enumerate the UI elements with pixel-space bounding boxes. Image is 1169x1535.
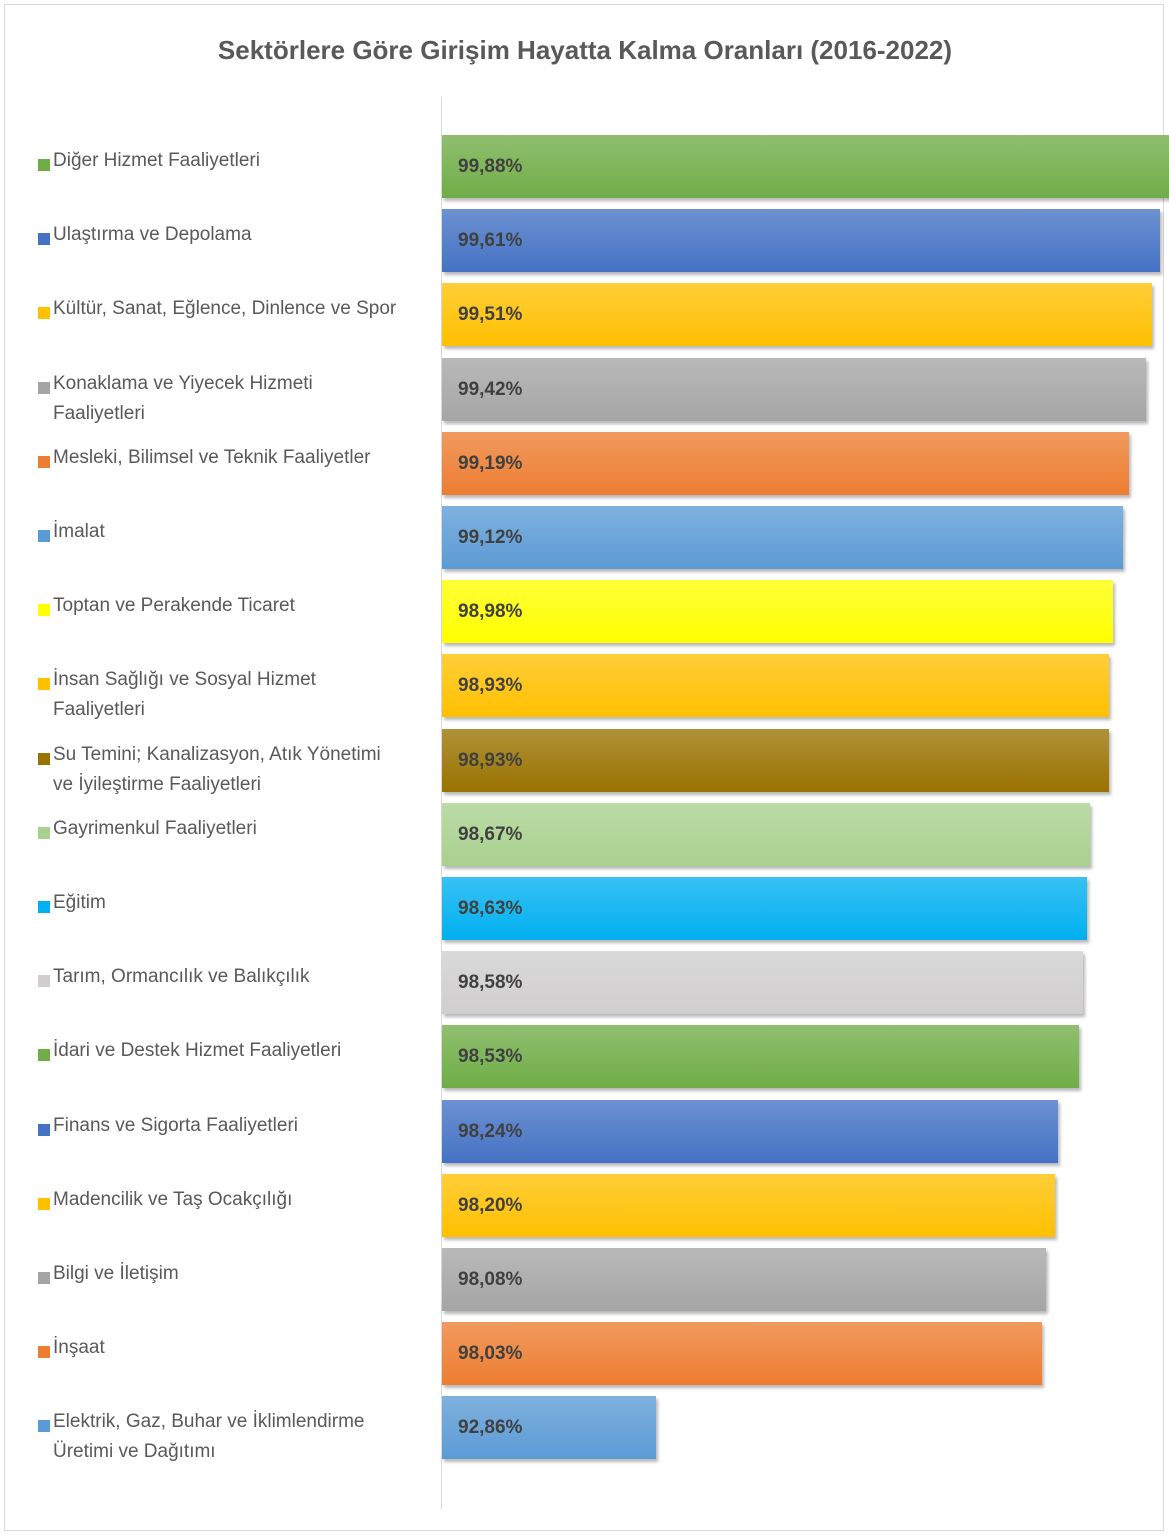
bar-row: Ulaştırma ve Depolama 99,61% bbox=[5, 206, 1165, 280]
data-label: 98,53% bbox=[458, 1046, 523, 1068]
category-label: Konaklama ve Yiyecek Hizmeti Faaliyetler… bbox=[53, 372, 313, 424]
data-label: 98,03% bbox=[458, 1343, 523, 1365]
category-label: Diğer Hizmet Faaliyetleri bbox=[53, 150, 260, 171]
category-label: Finans ve Sigorta Faaliyetleri bbox=[53, 1114, 298, 1136]
category-label: Bilgi ve İletişim bbox=[53, 1263, 179, 1284]
data-label: 98,20% bbox=[458, 1194, 523, 1216]
legend-swatch bbox=[38, 752, 50, 765]
legend-swatch bbox=[38, 826, 50, 839]
legend-swatch bbox=[38, 530, 50, 542]
bar: 98,67% bbox=[442, 802, 1090, 866]
bar-row: Eğitim 98,63% bbox=[5, 874, 1165, 948]
category-label: Kültür, Sanat, Eğlence, Dinlence ve Spor bbox=[53, 298, 397, 320]
data-label: 98,58% bbox=[458, 972, 523, 994]
bar: 98,20% bbox=[442, 1173, 1055, 1237]
legend-swatch bbox=[38, 1197, 50, 1210]
bar: 99,51% bbox=[442, 283, 1153, 347]
legend-swatch bbox=[38, 604, 50, 617]
bar: 98,08% bbox=[442, 1248, 1046, 1311]
bar: 98,93% bbox=[442, 728, 1110, 792]
bar-row: İnşaat 98,03% bbox=[5, 1319, 1165, 1393]
bar: 99,12% bbox=[442, 506, 1124, 569]
bar-row: Toptan ve Perakende Ticaret 98,98% bbox=[5, 577, 1165, 651]
bar: 99,61% bbox=[442, 209, 1160, 273]
legend-swatch bbox=[38, 159, 50, 171]
bar: 98,53% bbox=[442, 1025, 1080, 1089]
bar: 98,63% bbox=[442, 877, 1087, 940]
bar: 98,98% bbox=[442, 580, 1113, 644]
bar-row: Bilgi ve İletişim 98,08% bbox=[5, 1245, 1165, 1319]
bar: 92,86% bbox=[442, 1396, 656, 1460]
legend-swatch bbox=[38, 307, 50, 320]
bar: 99,88% bbox=[442, 135, 1169, 198]
bar-rows: Diğer Hizmet Faaliyetleri 99,88% Ulaştırma… bbox=[5, 5, 1169, 1532]
bar: 98,58% bbox=[442, 951, 1083, 1015]
legend-swatch bbox=[38, 975, 50, 988]
bar: 99,19% bbox=[442, 431, 1129, 495]
category-label: Ulaştırma ve Depolama bbox=[53, 224, 252, 246]
legend-swatch bbox=[38, 381, 50, 394]
category-label: Toptan ve Perakende Ticaret bbox=[53, 595, 295, 617]
legend-swatch bbox=[38, 1346, 50, 1359]
legend-swatch bbox=[38, 1272, 50, 1284]
data-label: 99,51% bbox=[458, 304, 523, 326]
legend-swatch bbox=[38, 1123, 50, 1136]
category-label: Gayrimenkul Faaliyetleri bbox=[53, 817, 257, 839]
data-label: 92,86% bbox=[458, 1417, 523, 1439]
data-label: 98,93% bbox=[458, 675, 523, 697]
legend-swatch bbox=[38, 233, 50, 246]
data-label: 99,61% bbox=[458, 230, 523, 252]
category-axis-line bbox=[441, 97, 442, 1509]
bar: 98,93% bbox=[442, 654, 1110, 718]
category-label: İnsan Sağlığı ve Sosyal Hizmet Faaliyetl… bbox=[53, 669, 316, 721]
bar-row: İmalat 99,12% bbox=[5, 503, 1165, 577]
bar-row: Diğer Hizmet Faaliyetleri 99,88% bbox=[5, 132, 1169, 206]
bar-row: Tarım, Ormancılık ve Balıkçılık 98,58% bbox=[5, 948, 1165, 1022]
bar-row: İnsan Sağlığı ve Sosyal Hizmet Faaliyetl… bbox=[5, 651, 1165, 725]
bar-row: Finans ve Sigorta Faaliyetleri 98,24% bbox=[5, 1097, 1165, 1171]
bar-row: İdari ve Destek Hizmet Faaliyetleri 98,53… bbox=[5, 1022, 1165, 1096]
bar: 99,42% bbox=[442, 357, 1146, 421]
data-label: 98,98% bbox=[458, 601, 523, 623]
category-label: Eğitim bbox=[53, 892, 106, 913]
category-label: İnşaat bbox=[53, 1337, 105, 1359]
category-label: Madencilik ve Taş Ocakçılığı bbox=[53, 1188, 293, 1210]
data-label: 98,63% bbox=[458, 898, 523, 919]
data-label: 99,12% bbox=[458, 527, 523, 548]
data-label: 98,24% bbox=[458, 1120, 523, 1142]
legend-swatch bbox=[38, 901, 50, 913]
data-label: 99,42% bbox=[458, 378, 523, 400]
bar: 98,24% bbox=[442, 1099, 1058, 1163]
bar: 98,03% bbox=[442, 1322, 1042, 1386]
legend-swatch bbox=[38, 678, 50, 691]
category-label: Elektrik, Gaz, Buhar ve İklimlendirme Ür… bbox=[53, 1411, 365, 1463]
bar-row: Konaklama ve Yiyecek Hizmeti Faaliyetler… bbox=[5, 355, 1165, 429]
bar-row: Kültür, Sanat, Eğlence, Dinlence ve Spor… bbox=[5, 280, 1165, 354]
data-label: 98,93% bbox=[458, 749, 523, 771]
data-label: 99,88% bbox=[458, 156, 523, 177]
category-label: Tarım, Ormancılık ve Balıkçılık bbox=[53, 966, 310, 988]
category-label: İdari ve Destek Hizmet Faaliyetleri bbox=[53, 1040, 342, 1062]
chart-title: Sektörlere Göre Girişim Hayatta Kalma Or… bbox=[217, 35, 953, 65]
legend-swatch bbox=[38, 1420, 50, 1433]
legend-swatch bbox=[38, 1049, 50, 1062]
bar-row: Elektrik, Gaz, Buhar ve İklimlendirme Ür… bbox=[5, 1393, 1165, 1467]
bar-row: Gayrimenkul Faaliyetleri 98,67% bbox=[5, 800, 1165, 874]
legend-swatch bbox=[38, 455, 50, 468]
category-label: Mesleki, Bilimsel ve Teknik Faaliyetler bbox=[53, 446, 371, 468]
data-label: 98,08% bbox=[458, 1269, 523, 1290]
category-label: Su Temini; Kanalizasyon, Atık Yönetimi v… bbox=[53, 743, 381, 795]
data-label: 98,67% bbox=[458, 823, 523, 845]
bar-row: Madencilik ve Taş Ocakçılığı 98,20% bbox=[5, 1171, 1165, 1245]
category-label: İmalat bbox=[53, 521, 105, 542]
data-label: 99,19% bbox=[458, 452, 523, 474]
chart-frame: Sektörlere Göre Girişim Hayatta Kalma Or… bbox=[4, 4, 1169, 1532]
bar-row: Mesleki, Bilimsel ve Teknik Faaliyetler 9… bbox=[5, 429, 1165, 503]
bar-row: Su Temini; Kanalizasyon, Atık Yönetimi v… bbox=[5, 726, 1165, 800]
